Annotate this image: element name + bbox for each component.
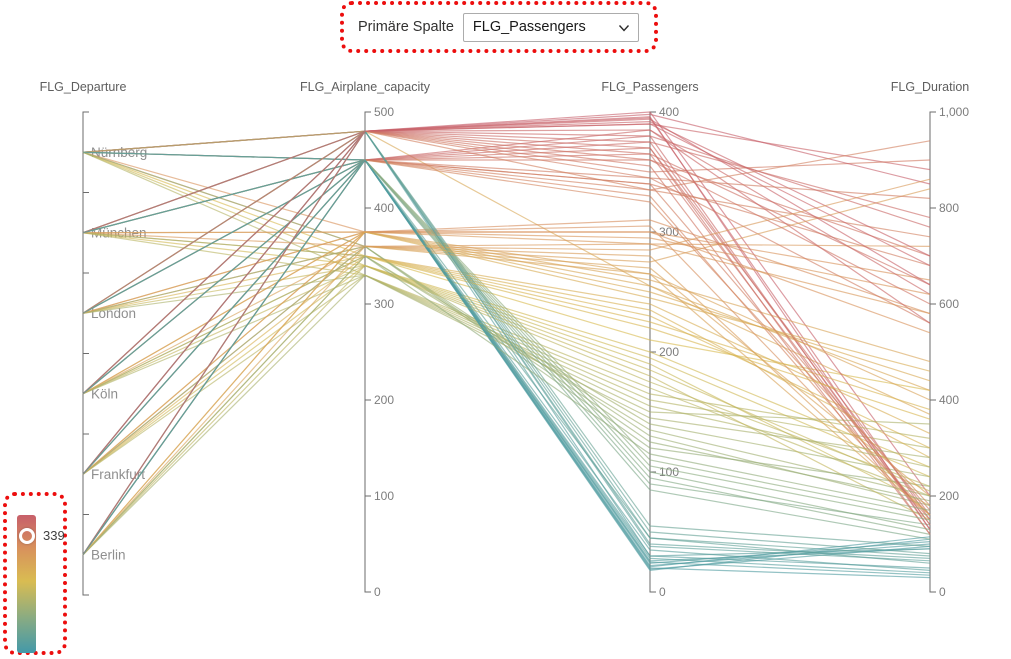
category-label: Frankfurt — [91, 467, 145, 482]
flight-line — [82, 231, 931, 395]
axis-title: FLG_Duration — [891, 80, 970, 94]
flight-line — [82, 231, 931, 475]
axis-title: FLG_Passengers — [601, 80, 698, 94]
flight-line — [82, 255, 931, 556]
category-label: Berlin — [91, 547, 126, 562]
primary-column-label: Primäre Spalte — [358, 19, 454, 35]
axis-title: FLG_Airplane_capacity — [300, 80, 431, 94]
legend-marker-value: 339 — [43, 528, 65, 544]
axis-title: FLG_Departure — [40, 80, 127, 94]
flight-line — [82, 264, 931, 478]
tick-label: 200 — [659, 345, 679, 359]
tick-label: 600 — [939, 297, 959, 311]
flight-line — [82, 123, 931, 475]
primary-column-select[interactable]: FLG_Passengers — [462, 12, 639, 42]
tick-label: 0 — [374, 585, 381, 599]
flight-line — [82, 130, 931, 556]
tick-label: 100 — [374, 489, 394, 503]
tick-label: 200 — [374, 393, 394, 407]
flight-line — [82, 264, 931, 521]
axis-FLG_Airplane_capacity[interactable]: FLG_Airplane_capacity 0 100 200 300 400 500 — [300, 80, 431, 599]
tick-label: 200 — [939, 489, 959, 503]
flight-line — [82, 245, 931, 556]
tick-label: 0 — [939, 585, 946, 599]
flight-line — [82, 219, 931, 315]
flight-line — [82, 129, 931, 395]
flight-line — [82, 159, 931, 570]
flight-line — [82, 274, 931, 556]
tick-label: 400 — [659, 105, 679, 119]
legend-annotation: 339 — [3, 492, 67, 655]
color-legend-gradient — [17, 515, 36, 653]
flight-line — [82, 255, 931, 497]
tick-label: 800 — [939, 201, 959, 215]
tick-label: 1,000 — [939, 105, 969, 119]
flight-line — [82, 159, 931, 562]
tick-label: 400 — [374, 201, 394, 215]
flight-line — [82, 231, 931, 363]
category-label: Köln — [91, 386, 118, 401]
axis-FLG_Duration[interactable]: FLG_Duration 0 200 400 600 800 1,000 — [891, 80, 970, 599]
flight-line — [82, 159, 931, 324]
flight-line — [82, 232, 931, 248]
tick-label: 300 — [374, 297, 394, 311]
flight-line — [82, 274, 931, 468]
flight-line — [82, 151, 931, 257]
flight-line — [82, 130, 931, 314]
tick-label: 400 — [939, 393, 959, 407]
flight-line — [82, 232, 931, 468]
flight-line — [82, 231, 931, 556]
tick-label: 0 — [659, 585, 666, 599]
flight-lines — [82, 111, 931, 579]
tick-label: 500 — [374, 105, 394, 119]
primary-column-annotation: Primäre Spalte FLG_Passengers — [340, 1, 658, 53]
flight-line — [82, 151, 931, 449]
flight-line — [82, 158, 931, 568]
flight-line — [82, 264, 931, 556]
axis-FLG_Departure[interactable]: FLG_DepartureNürnbergMünchenLondonKölnFr… — [40, 80, 148, 596]
flight-line — [82, 255, 931, 475]
flight-line — [82, 245, 931, 502]
flight-line — [82, 159, 931, 579]
flight-line — [82, 130, 931, 234]
flight-line — [82, 245, 931, 497]
legend-marker-circle — [18, 528, 35, 545]
flight-line — [82, 264, 931, 492]
